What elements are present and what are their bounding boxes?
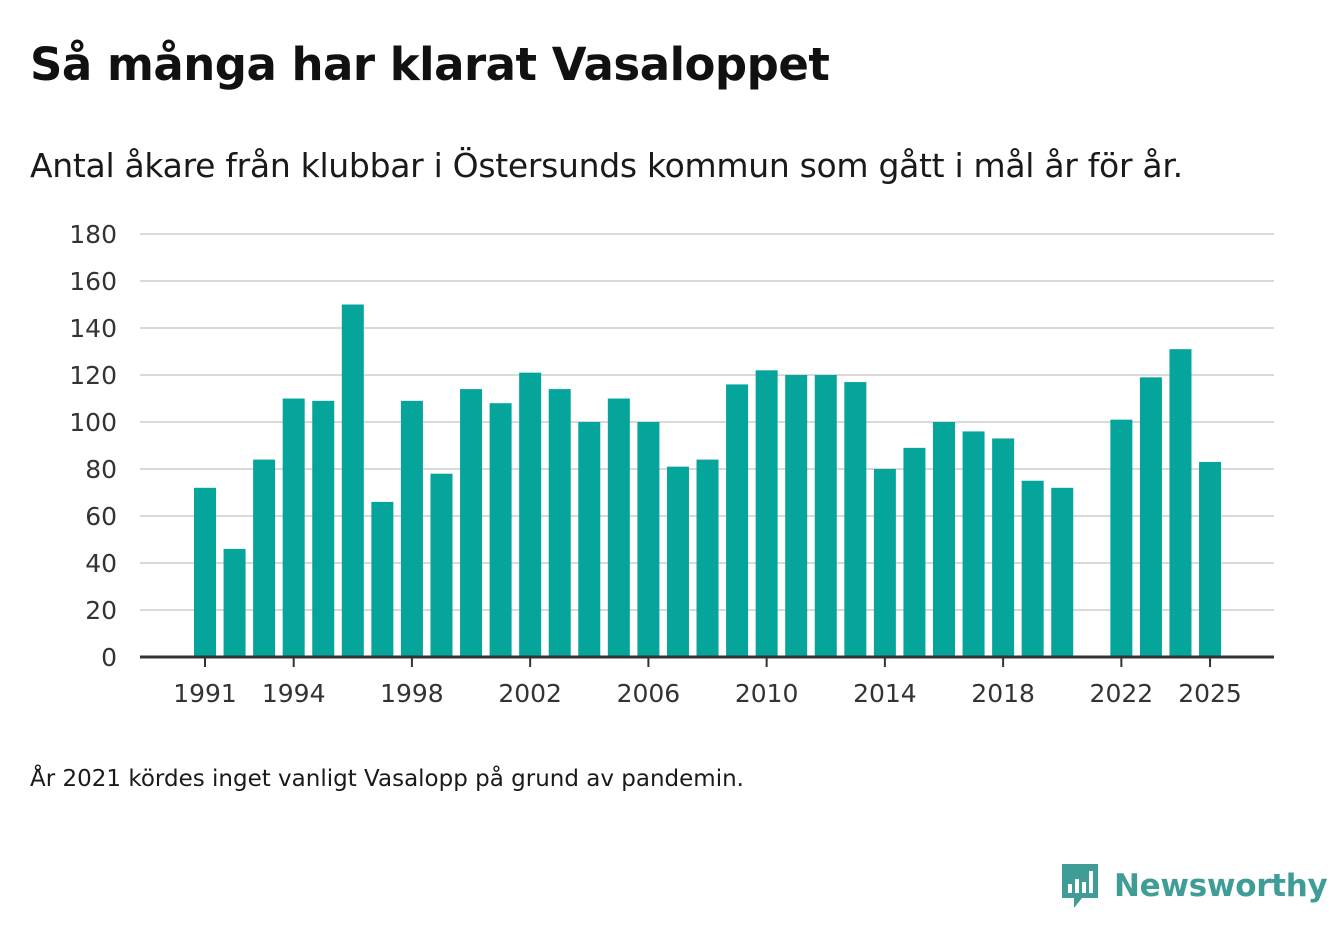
y-tick-label-120: 120 <box>69 361 117 390</box>
bar-2009[interactable] <box>726 384 749 657</box>
bar-2022[interactable] <box>1110 419 1133 657</box>
bar-2012[interactable] <box>814 375 837 657</box>
bar-1997[interactable] <box>371 501 394 657</box>
x-tick-label-2025: 2025 <box>1178 679 1242 708</box>
bar-2016[interactable] <box>933 422 955 657</box>
footnote: År 2021 kördes inget vanligt Vasalopp på… <box>30 766 744 792</box>
bar-2008[interactable] <box>696 459 719 657</box>
bar-2019[interactable] <box>1021 480 1044 657</box>
bar-2000[interactable] <box>460 389 483 657</box>
bar-2002[interactable] <box>519 372 542 657</box>
y-tick-labels: 0 20 40 60 80 100 120 140 160 180 <box>69 220 117 672</box>
bar-2014[interactable] <box>873 469 896 657</box>
bar-2004[interactable] <box>578 422 601 657</box>
brand[interactable]: Newsworthy <box>1060 860 1328 912</box>
bar-2020[interactable] <box>1051 487 1074 657</box>
bar-2001[interactable] <box>489 403 512 657</box>
bar-1998[interactable] <box>400 400 423 657</box>
x-tick-label-2014: 2014 <box>853 679 917 708</box>
bar-2015[interactable] <box>903 447 926 657</box>
bar-2005[interactable] <box>607 398 630 658</box>
x-tick-label-2010: 2010 <box>735 679 799 708</box>
y-tick-label-40: 40 <box>85 549 117 578</box>
bar-1992[interactable] <box>223 548 246 657</box>
x-tick-label-1994: 1994 <box>262 679 326 708</box>
bar-2010[interactable] <box>755 370 778 657</box>
x-tick-label-1991: 1991 <box>173 679 237 708</box>
y-tick-label-60: 60 <box>85 502 117 531</box>
y-tick-label-0: 0 <box>101 643 117 672</box>
bar-1993[interactable] <box>253 459 276 657</box>
bar-2013[interactable] <box>844 382 867 657</box>
bar-1991[interactable] <box>194 487 216 657</box>
x-tick-label-2018: 2018 <box>971 679 1035 708</box>
bar-2024[interactable] <box>1169 349 1192 657</box>
bar-2023[interactable] <box>1139 377 1162 657</box>
y-tick-label-140: 140 <box>69 314 117 343</box>
brand-name: Newsworthy <box>1114 868 1328 904</box>
bar-2006[interactable] <box>637 422 660 657</box>
y-tick-label-160: 160 <box>69 267 117 296</box>
bar-1994[interactable] <box>282 398 305 658</box>
y-tick-label-100: 100 <box>69 408 117 437</box>
bar-2018[interactable] <box>992 438 1015 657</box>
bar-2025[interactable] <box>1199 461 1222 657</box>
y-tick-label-80: 80 <box>85 455 117 484</box>
bar-1996[interactable] <box>341 304 364 658</box>
newsworthy-logo-icon <box>1062 864 1098 908</box>
bar-2011[interactable] <box>785 375 808 657</box>
x-tick-label-2006: 2006 <box>617 679 681 708</box>
bar-1995[interactable] <box>312 400 335 657</box>
axes <box>140 655 1274 667</box>
bar-2007[interactable] <box>666 466 689 657</box>
bar-1999[interactable] <box>430 473 453 657</box>
y-tick-label-180: 180 <box>69 220 117 249</box>
chart-subtitle: Antal åkare från klubbar i Östersunds ko… <box>30 146 1183 185</box>
bar-2017[interactable] <box>962 431 985 657</box>
x-tick-label-2022: 2022 <box>1090 679 1154 708</box>
x-tick-labels: 1991 1994 1998 2002 2006 2010 2014 2018 2022 2025 <box>173 679 1242 708</box>
bars <box>194 304 1222 658</box>
x-tick-label-1998: 1998 <box>380 679 444 708</box>
chart-title: Så många har klarat Vasaloppet <box>30 38 830 91</box>
y-tick-label-20: 20 <box>85 596 117 625</box>
x-tick-label-2002: 2002 <box>498 679 562 708</box>
bar-2003[interactable] <box>548 389 571 657</box>
